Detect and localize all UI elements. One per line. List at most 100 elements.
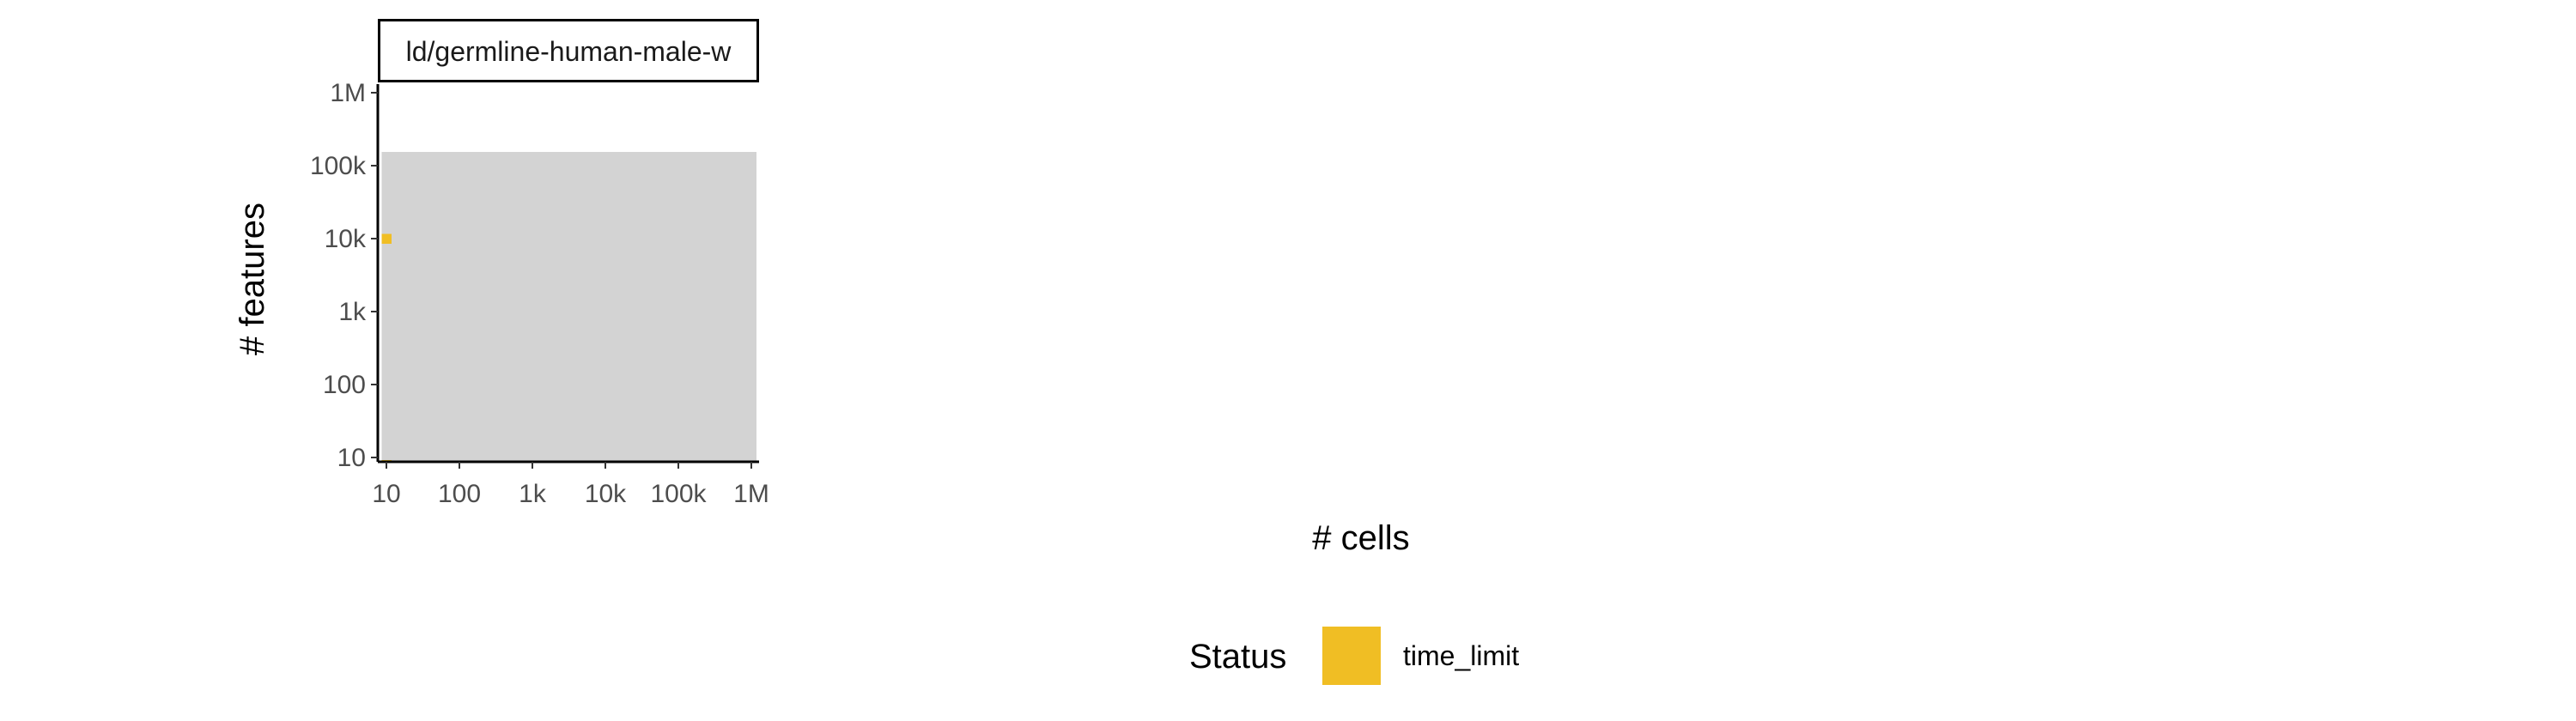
tested-cell [472, 316, 483, 326]
tested-cell [464, 444, 474, 454]
tested-cell [381, 288, 392, 299]
tested-cell [592, 444, 602, 454]
tested-cell [673, 197, 683, 208]
tested-cell [701, 343, 711, 354]
tested-cell [427, 270, 438, 281]
tested-cell [500, 316, 511, 326]
tested-cell [728, 270, 738, 281]
tested-cell [738, 251, 748, 263]
x-tick-label: 1M [733, 480, 769, 508]
tested-cell [545, 279, 556, 290]
tested-cell [482, 152, 492, 162]
tested-cell [519, 206, 529, 217]
tested-cell [691, 298, 702, 308]
tested-cell [537, 316, 547, 326]
tested-cell [592, 425, 602, 436]
tested-cell [710, 233, 720, 244]
tested-cell [464, 397, 474, 409]
tested-cell [527, 416, 538, 427]
tested-cell [637, 379, 647, 390]
tested-cell [427, 434, 438, 445]
tested-cell [746, 251, 756, 263]
tested-cell [454, 361, 465, 372]
tested-cell [519, 261, 529, 271]
tested-cell [527, 407, 538, 417]
tested-cell [646, 397, 657, 409]
tested-cell [446, 298, 456, 308]
tested-cell [701, 316, 711, 326]
tested-cell [683, 251, 693, 263]
tested-cell [418, 452, 428, 462]
tested-cell [618, 225, 629, 235]
tested-cell [628, 389, 638, 399]
tested-cell [564, 298, 574, 308]
tested-cell [564, 407, 574, 417]
tested-cell [399, 298, 410, 308]
tested-cell [436, 261, 447, 271]
tested-cell [582, 407, 592, 417]
tested-cell [637, 425, 647, 436]
tested-cell [436, 188, 447, 198]
tested-cell [746, 416, 756, 427]
tested-cell [454, 334, 465, 344]
tested-cell [399, 389, 410, 399]
tested-cell [482, 389, 492, 399]
tested-cell [454, 306, 465, 317]
tested-cell [728, 288, 738, 299]
tested-cell [446, 243, 456, 253]
tested-cell [610, 243, 620, 253]
tested-cell [628, 261, 638, 271]
tested-cell [600, 298, 611, 308]
tested-cell [446, 279, 456, 290]
tested-cell [446, 316, 456, 326]
tested-cell [655, 306, 665, 317]
tested-cell [610, 343, 620, 354]
tested-cell [555, 261, 565, 271]
tested-cell [500, 170, 511, 180]
tested-cell [618, 324, 629, 336]
tested-cell [683, 434, 693, 445]
tested-cell [665, 179, 675, 190]
tested-cell [381, 352, 392, 363]
tested-cell [592, 352, 602, 363]
tested-cell [555, 343, 565, 354]
tested-cell [418, 306, 428, 317]
tested-cell [683, 270, 693, 281]
tested-cell [728, 389, 738, 399]
tested-cell [399, 243, 410, 253]
tested-cell [728, 279, 738, 290]
tested-cell [464, 170, 474, 180]
tested-cell [701, 452, 711, 462]
tested-cell [537, 161, 547, 171]
tested-cell [519, 425, 529, 436]
tested-cell [500, 279, 511, 290]
tested-cell [573, 233, 584, 244]
tested-cell [555, 397, 565, 409]
tested-cell [582, 170, 592, 180]
tested-cell [491, 379, 501, 390]
tested-cell [381, 179, 392, 190]
tested-cell [555, 352, 565, 363]
tested-cell [628, 352, 638, 363]
tested-cell [701, 233, 711, 244]
tested-cell [491, 225, 501, 235]
tested-cell [618, 389, 629, 399]
tested-cell [482, 288, 492, 299]
tested-cell [399, 288, 410, 299]
tested-cell [409, 343, 419, 354]
tested-cell [673, 170, 683, 180]
tested-cell [728, 371, 738, 381]
tested-cell [537, 379, 547, 390]
tested-cell [655, 197, 665, 208]
tested-cell [500, 389, 511, 399]
tested-cell [555, 425, 565, 436]
tested-cell [573, 298, 584, 308]
tested-cell [399, 444, 410, 454]
tested-cell [655, 434, 665, 445]
tested-cell [454, 397, 465, 409]
tested-cell [610, 379, 620, 390]
tested-cell [665, 306, 675, 317]
tested-cell [454, 316, 465, 326]
tested-cell [701, 188, 711, 198]
tested-cell [446, 343, 456, 354]
